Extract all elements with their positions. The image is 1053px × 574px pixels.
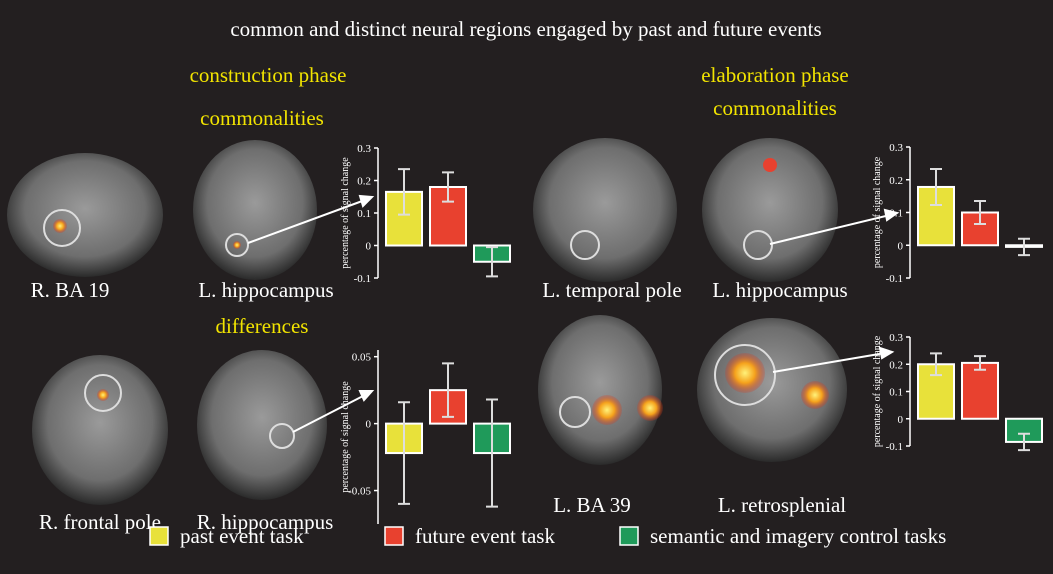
background	[0, 0, 1053, 574]
y-tick-label: 0.1	[889, 208, 903, 220]
y-tick-label: -0.1	[886, 441, 903, 453]
region-label: L. temporal pole	[542, 278, 681, 302]
y-tick-label: 0	[366, 241, 372, 253]
legend-swatch	[385, 527, 403, 545]
y-tick-label: 0	[898, 414, 904, 426]
region-label: L. hippocampus	[198, 278, 333, 302]
legend-label: future event task	[415, 524, 555, 548]
figure: common and distinct neural regions engag…	[0, 0, 1053, 574]
y-axis-label: percentage of signal change	[872, 335, 883, 447]
y-axis-label: percentage of signal change	[340, 157, 351, 269]
y-tick-label: 0.1	[889, 387, 903, 399]
legend-label: semantic and imagery control tasks	[650, 524, 946, 548]
y-tick-label: 0	[366, 419, 372, 431]
y-tick-label: 0.3	[889, 142, 903, 154]
phase-label: construction phase	[190, 63, 347, 87]
y-tick-label: 0.05	[352, 352, 372, 364]
phase-label: differences	[216, 314, 309, 338]
y-tick-label: 0.1	[357, 208, 371, 220]
phase-label: elaboration phase	[701, 63, 849, 87]
y-tick-label: -0.05	[348, 486, 371, 498]
y-axis-label: percentage of signal change	[872, 156, 883, 268]
y-tick-label: -0.1	[886, 273, 903, 285]
y-tick-label: 0.2	[889, 175, 903, 187]
y-tick-label: 0.2	[357, 176, 371, 188]
region-label: L. hippocampus	[712, 278, 847, 302]
bar	[962, 363, 998, 419]
phase-label: commonalities	[200, 106, 324, 130]
y-tick-label: 0	[898, 240, 904, 252]
figure-title: common and distinct neural regions engag…	[230, 17, 821, 41]
y-tick-label: -0.1	[354, 273, 371, 285]
region-label: L. BA 39	[553, 493, 631, 517]
legend-swatch	[620, 527, 638, 545]
y-tick-label: 0.2	[889, 359, 903, 371]
y-tick-label: 0.3	[889, 332, 903, 344]
y-axis-label: percentage of signal change	[340, 381, 351, 493]
legend-label: past event task	[180, 524, 304, 548]
legend-swatch	[150, 527, 168, 545]
phase-label: commonalities	[713, 96, 837, 120]
region-label: L. retrosplenial	[718, 493, 846, 517]
region-label: R. BA 19	[31, 278, 110, 302]
y-tick-label: 0.3	[357, 143, 371, 155]
region-label: R. frontal pole	[39, 510, 161, 534]
